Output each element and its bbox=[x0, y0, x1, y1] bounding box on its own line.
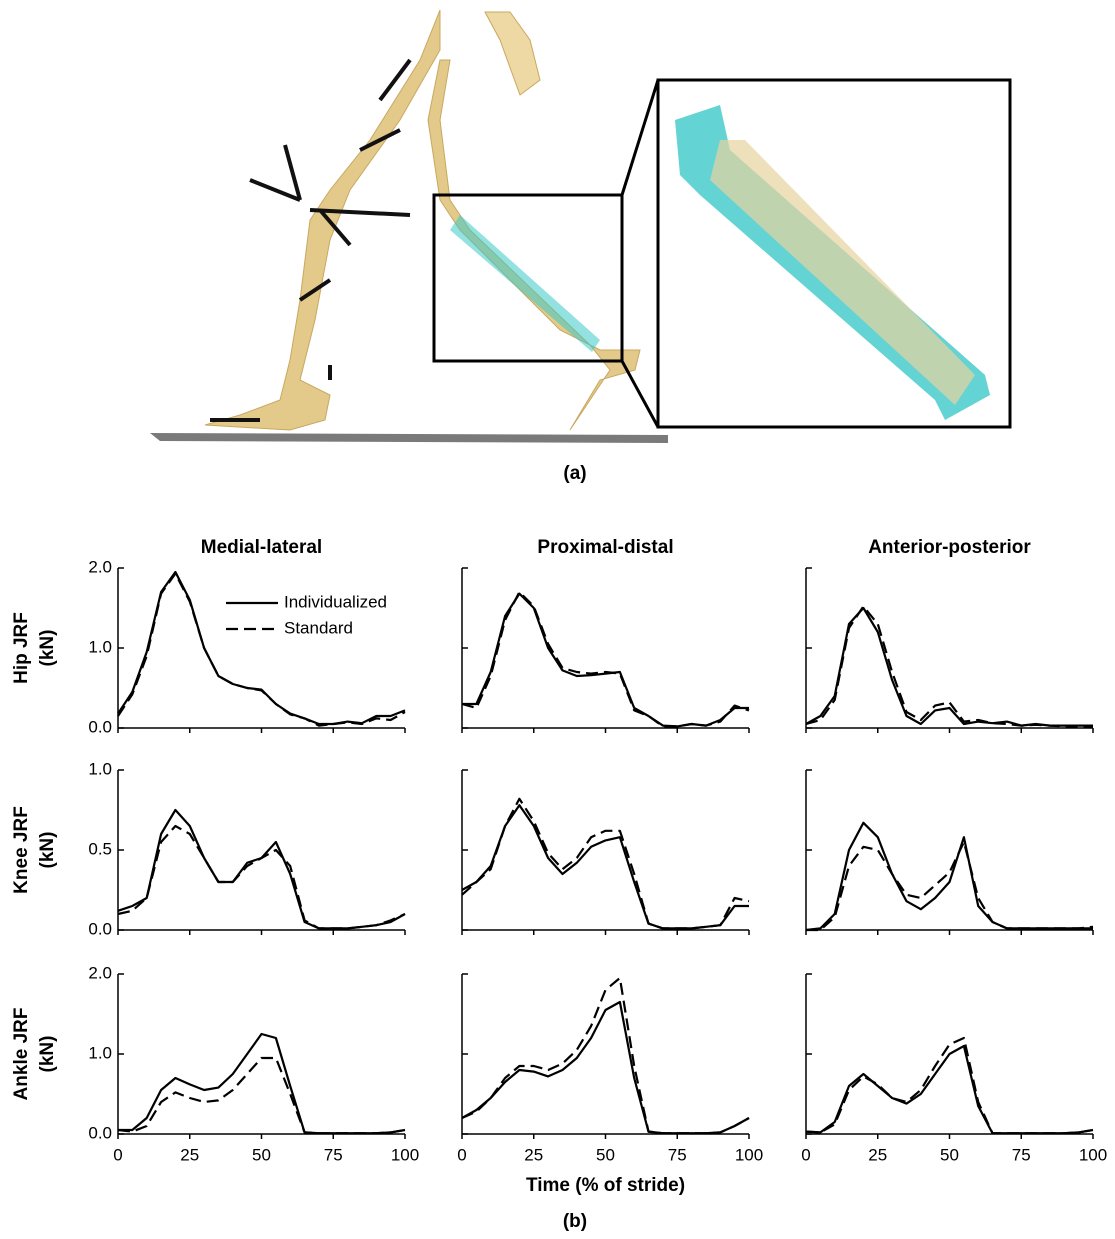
tibia-zoom-standard bbox=[710, 140, 975, 405]
ground-plane bbox=[150, 433, 668, 443]
x-tick-label: 0 bbox=[113, 1145, 122, 1164]
x-tick-label: 100 bbox=[391, 1145, 419, 1164]
y-tick-label: 1.0 bbox=[88, 1043, 112, 1062]
y-tick-label: 0.0 bbox=[88, 919, 112, 938]
legend-label: Standard bbox=[284, 618, 353, 637]
data-line bbox=[117, 808, 406, 930]
zoom-connector bbox=[620, 79, 660, 196]
x-tick-label: 100 bbox=[1079, 1145, 1107, 1164]
x-tick-label: 50 bbox=[596, 1145, 615, 1164]
zoom-box bbox=[432, 193, 624, 363]
chart-title: Medial-lateral bbox=[201, 537, 322, 558]
legend-label: Individualized bbox=[284, 592, 387, 611]
data-line bbox=[805, 1044, 1094, 1135]
x-tick-label: 50 bbox=[940, 1145, 959, 1164]
zoom-connector bbox=[620, 360, 660, 428]
x-tick-label: 100 bbox=[735, 1145, 763, 1164]
y-axis-label: (kN) bbox=[37, 832, 58, 869]
y-axis-label: (kN) bbox=[37, 1036, 58, 1073]
y-axis-label: Hip JRF bbox=[11, 612, 32, 684]
data-line bbox=[461, 976, 750, 1135]
x-tick-label: 0 bbox=[457, 1145, 466, 1164]
y-tick-label: 1.0 bbox=[88, 637, 112, 656]
x-tick-label: 25 bbox=[524, 1145, 543, 1164]
y-tick-label: 2.0 bbox=[88, 963, 112, 982]
y-axis-label: (kN) bbox=[37, 630, 58, 667]
x-tick-label: 75 bbox=[324, 1145, 343, 1164]
panel-label: (a) bbox=[563, 463, 586, 484]
x-tick-label: 75 bbox=[668, 1145, 687, 1164]
data-line bbox=[117, 1056, 406, 1135]
tibia-overlay bbox=[450, 215, 600, 352]
y-axis-label: Ankle JRF bbox=[11, 1008, 32, 1101]
data-line bbox=[805, 1036, 1094, 1135]
data-line bbox=[461, 804, 749, 930]
hand-bones bbox=[484, 11, 541, 96]
chart-title: Proximal-distal bbox=[537, 537, 673, 558]
data-line bbox=[117, 572, 406, 727]
data-line bbox=[118, 1032, 406, 1135]
stance-leg-bones bbox=[204, 9, 441, 431]
x-tick-label: 0 bbox=[801, 1145, 810, 1164]
data-line bbox=[806, 840, 1094, 932]
muscle-force-arrows bbox=[210, 58, 412, 422]
x-tick-label: 75 bbox=[1012, 1145, 1031, 1164]
x-axis-label: Time (% of stride) bbox=[526, 1175, 685, 1196]
data-line bbox=[461, 797, 750, 930]
data-line bbox=[461, 590, 750, 728]
y-tick-label: 0.0 bbox=[88, 717, 112, 736]
y-tick-label: 0.0 bbox=[88, 1123, 112, 1142]
data-line bbox=[805, 821, 1093, 932]
x-tick-label: 25 bbox=[868, 1145, 887, 1164]
x-tick-label: 25 bbox=[180, 1145, 199, 1164]
panel-label: (b) bbox=[563, 1211, 587, 1232]
y-axis-label: Knee JRF bbox=[11, 806, 32, 894]
skeleton-illustration bbox=[150, 9, 1012, 443]
chart-title: Anterior-posterior bbox=[868, 537, 1031, 558]
y-tick-label: 2.0 bbox=[88, 557, 112, 576]
x-tick-label: 50 bbox=[252, 1145, 271, 1164]
data-line bbox=[805, 606, 1093, 727]
swing-leg-bones bbox=[427, 59, 641, 431]
data-line bbox=[117, 824, 406, 930]
data-line bbox=[461, 1000, 750, 1135]
y-tick-label: 1.0 bbox=[88, 759, 112, 778]
y-tick-label: 0.5 bbox=[88, 839, 112, 858]
data-line bbox=[462, 592, 749, 728]
